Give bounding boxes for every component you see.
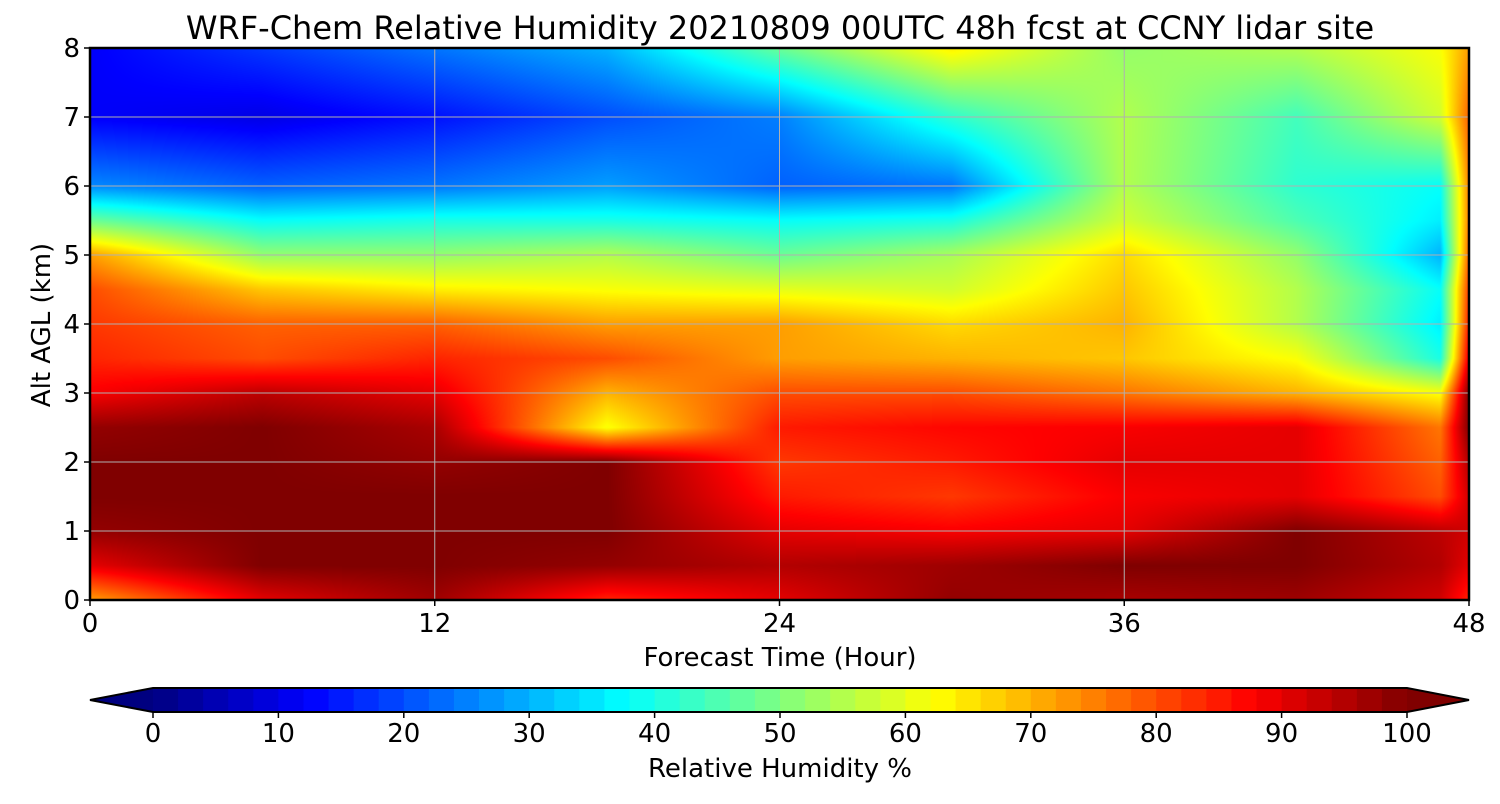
colorbar-segment	[228, 688, 254, 712]
colorbar-segment	[754, 688, 781, 712]
y-tick-label: 5	[63, 241, 80, 271]
colorbar-tick-label: 100	[1382, 719, 1432, 749]
colorbar-segment	[1106, 688, 1132, 712]
colorbar-tick-label: 50	[763, 719, 796, 749]
colorbar-segment	[1381, 688, 1408, 712]
colorbar-segment	[955, 688, 982, 712]
colorbar-segment	[629, 688, 656, 712]
colorbar-segment	[604, 688, 631, 712]
colorbar-segment	[1331, 688, 1358, 712]
colorbar-tick-label: 90	[1265, 719, 1298, 749]
colorbar-segment	[353, 688, 380, 712]
colorbar-segment	[1005, 688, 1032, 712]
x-axis-label: Forecast Time (Hour)	[643, 643, 916, 673]
colorbar-segment	[453, 688, 480, 712]
colorbar-segment	[1206, 688, 1233, 712]
colorbar: 0 10 20 30 40 50 60 70 80 90 100	[89, 687, 1470, 749]
colorbar-segment	[780, 688, 806, 712]
colorbar-segment	[880, 688, 906, 712]
colorbar-segment	[704, 688, 731, 712]
colorbar-tick-label: 70	[1014, 719, 1047, 749]
y-tick-label: 6	[63, 172, 80, 202]
colorbar-segment	[203, 688, 229, 712]
colorbar-segment	[579, 688, 606, 712]
colorbar-segment	[1030, 688, 1057, 712]
colorbar-extend-min	[90, 688, 153, 712]
y-tick-label: 7	[63, 103, 80, 133]
x-tick-label: 12	[418, 609, 451, 639]
y-tick-label: 1	[63, 517, 80, 547]
y-tick-label: 0	[63, 586, 80, 616]
colorbar-segment	[1306, 688, 1333, 712]
colorbar-segment	[855, 688, 881, 712]
colorbar-label: Relative Humidity %	[648, 754, 912, 784]
y-tick-label: 8	[63, 34, 80, 64]
colorbar-tick-label: 60	[889, 719, 922, 749]
colorbar-segment	[153, 688, 179, 712]
colorbar-tick-label: 0	[145, 719, 162, 749]
colorbar-segment	[679, 688, 706, 712]
colorbar-segment	[805, 688, 831, 712]
y-axis-label: Alt AGL (km)	[27, 243, 57, 407]
colorbar-segment	[178, 688, 204, 712]
colorbar-segment	[278, 688, 305, 712]
colorbar-segment	[1256, 688, 1283, 712]
y-tick-label: 2	[63, 448, 80, 478]
colorbar-tick-label: 10	[262, 719, 295, 749]
chart-title: WRF-Chem Relative Humidity 20210809 00UT…	[186, 9, 1374, 47]
colorbar-segment	[1080, 688, 1107, 712]
colorbar-segment	[1281, 688, 1308, 712]
colorbar-tick-label: 80	[1140, 719, 1173, 749]
colorbar-segment	[905, 688, 932, 712]
colorbar-tick-label: 20	[387, 719, 420, 749]
colorbar-segment	[253, 688, 279, 712]
colorbar-segment	[303, 688, 330, 712]
colorbar-tick-label: 30	[513, 719, 546, 749]
colorbar-segment	[529, 688, 555, 712]
x-tick-label: 24	[763, 609, 796, 639]
x-tick-label: 36	[1108, 609, 1141, 639]
colorbar-segment	[378, 688, 405, 712]
colorbar-segment	[980, 688, 1007, 712]
colorbar-segment	[554, 688, 580, 712]
y-tick-label: 4	[63, 310, 80, 340]
colorbar-segment	[654, 688, 681, 712]
colorbar-segment	[328, 688, 355, 712]
colorbar-segment	[830, 688, 856, 712]
colorbar-extend-max	[1407, 688, 1469, 712]
colorbar-segment	[1181, 688, 1207, 712]
colorbar-segment	[1055, 688, 1082, 712]
colorbar-segment	[1231, 688, 1258, 712]
y-tick-label: 3	[63, 379, 80, 409]
colorbar-segment	[930, 688, 957, 712]
x-tick-label: 48	[1452, 609, 1485, 639]
colorbar-segment	[504, 688, 530, 712]
colorbar-tick-label: 40	[638, 719, 671, 749]
colorbar-segment	[729, 688, 756, 712]
colorbar-segment	[1156, 688, 1182, 712]
colorbar-segment	[1131, 688, 1157, 712]
colorbar-segment	[403, 688, 430, 712]
x-tick-label: 0	[82, 609, 99, 639]
colorbar-segment	[428, 688, 455, 712]
colorbar-segment	[1356, 688, 1383, 712]
colorbar-segment	[479, 688, 505, 712]
